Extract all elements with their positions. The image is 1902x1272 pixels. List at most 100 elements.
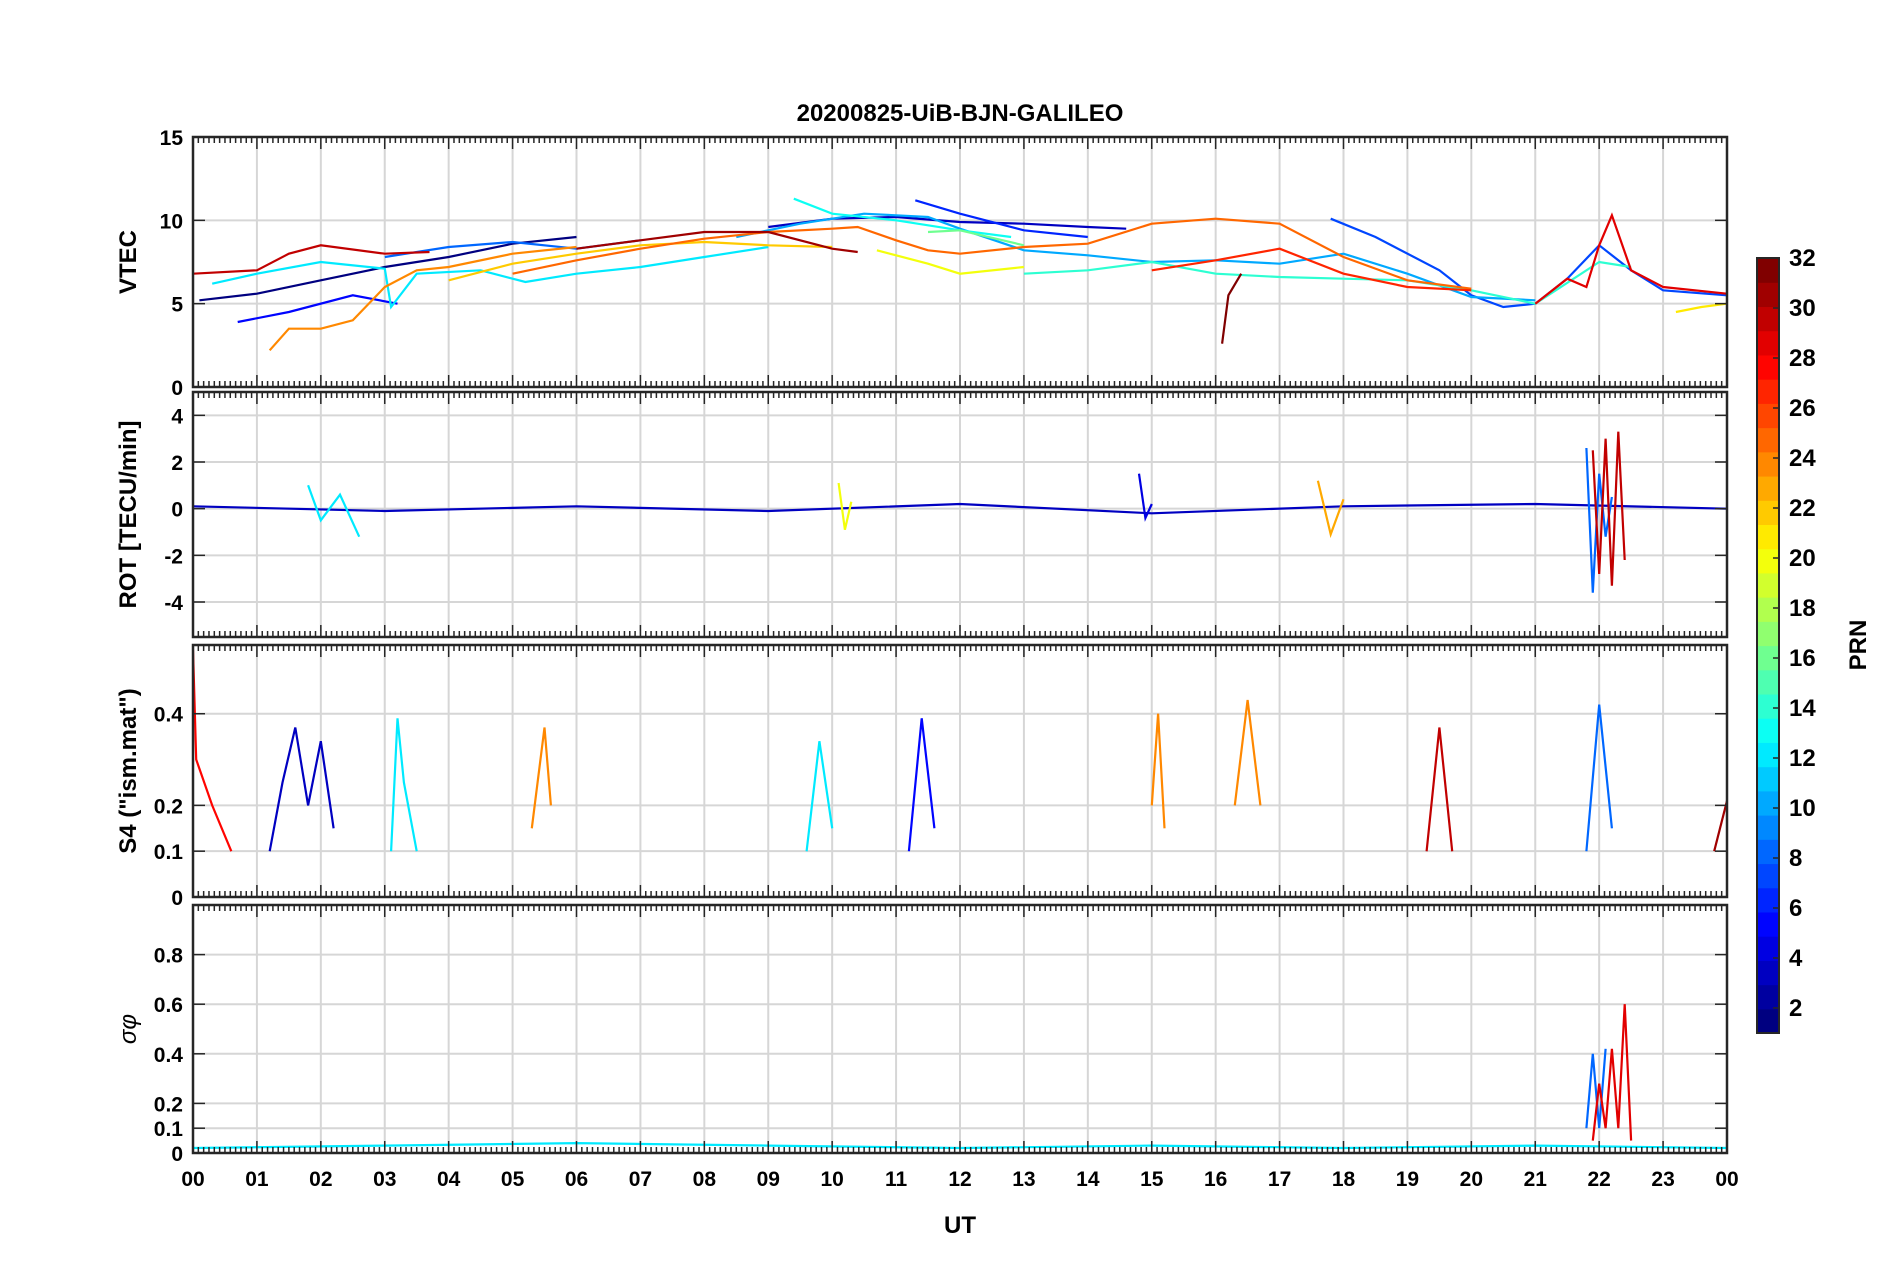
colorbar-tick-label: 16: [1789, 645, 1816, 672]
colorbar-segment: [1757, 451, 1779, 477]
y-tick-label: 0: [171, 499, 183, 522]
series-prn-12: [805, 741, 834, 852]
colorbar-segment: [1757, 572, 1779, 598]
colorbar-segment: [1757, 815, 1779, 840]
colorbar-segment: [1757, 669, 1779, 695]
colorbar-segment: [1757, 524, 1779, 550]
series-prn-5: [907, 718, 936, 852]
series-prn-24: [530, 727, 552, 829]
colorbar-segment: [1757, 984, 1779, 1010]
y-tick-label: 0.8: [154, 945, 184, 968]
series-prn-1: [199, 235, 577, 302]
series-prn-8: [1585, 704, 1613, 852]
series-prn-29: [1591, 1004, 1633, 1141]
y-tick-label: 4: [171, 405, 183, 428]
series-prn-20: [837, 482, 853, 530]
colorbar-tick-label: 32: [1789, 245, 1816, 272]
colorbar-segment: [1757, 718, 1779, 743]
colorbar-segment: [1757, 863, 1779, 889]
colorbar-tick-label: 26: [1789, 395, 1816, 422]
x-tick-labels: 00 01 02 03 04 05 06 07 08 09 10 11 12 13 14 15 16 17 18 19…: [181, 1168, 1738, 1191]
series-prn-24: [1233, 699, 1262, 806]
colorbar-segment: [1757, 766, 1779, 792]
colorbar-tick-label: 10: [1789, 795, 1816, 822]
x-tick-label: 00: [181, 1168, 204, 1191]
colorbar-segment: [1757, 790, 1779, 816]
y-tick-label: 0.4: [154, 704, 184, 727]
series-prn-4: [1137, 473, 1153, 522]
series-prn-8: [1585, 447, 1613, 593]
colorbar-segment: [1757, 403, 1779, 429]
series-prn-29: [1534, 212, 1727, 305]
y-tick-label: 0: [171, 887, 183, 910]
colorbar-segment: [1757, 742, 1779, 768]
colorbar-segment: [1757, 475, 1779, 501]
x-tick-label: 01: [245, 1168, 269, 1191]
y-tick-label: 0: [171, 1143, 183, 1166]
colorbar-segment: [1757, 960, 1779, 986]
series-prn-28: [193, 649, 233, 852]
x-tick-label: 11: [885, 1168, 908, 1191]
series-prn-13: [793, 197, 1012, 239]
x-tick-label: 17: [1268, 1168, 1291, 1191]
y-tick-label: 0: [171, 377, 183, 400]
series-prn-8: [1585, 1048, 1607, 1129]
x-tick-label: 04: [437, 1168, 461, 1191]
series-prn-10: [736, 212, 1536, 302]
colorbar-tick-label: 20: [1789, 545, 1816, 572]
colorbar-segment: [1757, 936, 1779, 961]
colorbar-tick-label: 8: [1789, 845, 1802, 872]
series-prn-14: [1023, 260, 1632, 305]
x-tick-label: 20: [1460, 1168, 1483, 1191]
series-prn-23: [1316, 480, 1345, 539]
colorbar-segment: [1757, 597, 1779, 622]
colorbar-tick-label: 24: [1789, 445, 1816, 472]
series-prn-30: [1425, 727, 1454, 852]
series-prn-25: [512, 217, 1472, 290]
x-tick-label: 18: [1332, 1168, 1356, 1191]
colorbar-segment: [1757, 500, 1779, 526]
x-tick-label: 07: [629, 1168, 652, 1191]
y-tick-label: 5: [171, 294, 183, 317]
colorbar-segment: [1757, 282, 1779, 308]
colorbar-tick-label: 22: [1789, 495, 1816, 522]
series-prn-30: [193, 244, 430, 275]
series-group: [193, 431, 1727, 593]
colorbar-tick-label: 6: [1789, 895, 1802, 922]
series-prn-22: [448, 240, 833, 282]
series-group: [193, 649, 1727, 852]
panel-4: 00.10.2 0.4 0.6 0.8 σφ: [115, 903, 1729, 1166]
series-prn-5: [237, 294, 398, 324]
x-tick-label: 03: [373, 1168, 396, 1191]
x-tick-label: 21: [1524, 1168, 1548, 1191]
x-tick-label: 23: [1651, 1168, 1674, 1191]
y-axis-label: ROT [TECU/min]: [115, 421, 142, 609]
series-prn-12: [211, 245, 769, 310]
colorbar-segment: [1757, 693, 1779, 719]
series-prn-31: [576, 230, 858, 254]
y-tick-label: 0.1: [154, 1118, 184, 1141]
y-tick-label: 0.2: [154, 795, 183, 818]
colorbar-segment: [1757, 379, 1779, 404]
colorbar-segment: [1757, 354, 1779, 380]
series-prn-31: [1713, 800, 1727, 852]
colorbar-segment: [1757, 887, 1779, 913]
series-prn-30: [1591, 431, 1626, 586]
colorbar-tick-label: 30: [1789, 295, 1816, 322]
colorbar-segment: [1757, 330, 1779, 356]
y-tick-label: -2: [164, 545, 183, 568]
y-tick-label: 0.6: [154, 994, 183, 1017]
series-prn-21: [1675, 302, 1727, 314]
x-tick-label: 06: [565, 1168, 588, 1191]
x-tick-label: 05: [501, 1168, 525, 1191]
chart-title: 20200825-UiB-BJN-GALILEO: [797, 100, 1124, 127]
x-tick-label: 13: [1012, 1168, 1035, 1191]
series-prn-6: [914, 199, 1088, 239]
colorbar-segment: [1757, 427, 1779, 453]
colorbar-segment: [1757, 839, 1779, 865]
x-tick-label: 09: [757, 1168, 780, 1191]
x-tick-label: 14: [1076, 1168, 1100, 1191]
panel-3: 0 0.1 0.2 0.4 S4 ("ism.mat"): [115, 643, 1729, 910]
